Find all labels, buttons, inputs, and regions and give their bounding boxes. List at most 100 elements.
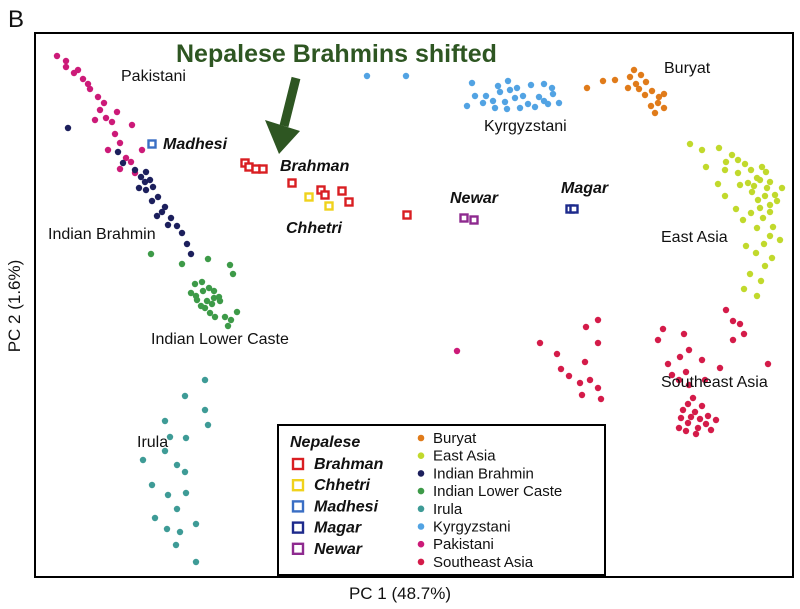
point-east-asia [753,224,761,232]
label-kyrgyzstani: Kyrgyzstani [484,118,567,135]
point-east-asia [776,236,784,244]
point-southeast-asia [729,317,737,325]
point-southeast-asia [694,424,702,432]
point-indian-lower-caste [191,280,199,288]
points-layer [53,52,786,566]
point-nepalese-magar [569,204,579,214]
point-irula [181,468,189,476]
point-indian-brahmin [135,184,143,192]
point-southeast-asia [676,353,684,361]
point-southeast-asia [565,372,573,380]
point-east-asia [773,197,781,205]
point-indian-brahmin [149,183,157,191]
point-irula [176,528,184,536]
label-buryat: Buryat [664,60,711,77]
point-buryat [626,73,634,81]
annotation-arrow [265,76,301,154]
point-nepalese-chhetri [324,201,334,211]
label-nepalese-newar: Newar [450,190,499,207]
point-irula [151,514,159,522]
point-southeast-asia [684,400,692,408]
point-southeast-asia [597,395,605,403]
point-southeast-asia [729,336,737,344]
point-irula [192,558,200,566]
point-southeast-asia [582,323,590,331]
point-southeast-asia [722,306,730,314]
point-east-asia [756,176,764,184]
point-indian-brahmin [161,203,169,211]
point-indian-lower-caste [203,297,211,305]
point-pakistani [96,106,104,114]
point-nepalese-newar [469,215,479,225]
point-indian-brahmin [146,176,154,184]
point-east-asia [757,277,765,285]
point-southeast-asia [687,413,695,421]
point-southeast-asia [654,336,662,344]
group-labels: Pakistani Kyrgyzstani Buryat Indian Brahmin… [48,60,768,451]
legend-label-chhetri: Chhetri [314,477,371,494]
point-east-asia [715,144,723,152]
point-east-asia [759,214,767,222]
point-pakistani [86,85,94,93]
point-east-asia [771,191,779,199]
point-indian-brahmin [141,178,149,186]
point-indian-lower-caste [221,313,229,321]
point-indian-brahmin [183,240,191,248]
point-buryat [648,87,656,95]
legend-marker-magar [291,521,305,534]
point-nepalese-brahman [337,186,347,196]
legend-label-kyrgyzstani: Kyrgyzstani [433,519,511,536]
point-east-asia [766,201,774,209]
point-indian-brahmin [142,186,150,194]
point-buryat [642,78,650,86]
legend-label-madhesi: Madhesi [314,498,379,515]
x-axis-label: PC 1 (48.7%) [349,584,451,603]
point-kyrgyzstani [513,84,521,92]
point-kyrgyzstani [544,100,552,108]
point-buryat [637,71,645,79]
point-pakistani [62,57,70,65]
point-east-asia [750,182,758,190]
point-buryat [632,80,640,88]
point-kyrgyzstani [524,100,532,108]
point-kyrgyzstani [471,92,479,100]
point-irula [182,489,190,497]
point-kyrgyzstani [494,82,502,90]
point-indian-brahmin [153,212,161,220]
point-east-asia [768,254,776,262]
point-indian-lower-caste [216,297,224,305]
point-indian-lower-caste [204,255,212,263]
legend-label-irula: Irula [433,501,463,518]
point-kyrgyzstani [519,92,527,100]
point-irula [201,406,209,414]
legend-nepalese-title: Nepalese [290,434,360,451]
point-southeast-asia [691,408,699,416]
point-east-asia [686,140,694,148]
point-kyrgyzstani [501,98,509,106]
point-southeast-asia [581,358,589,366]
point-buryat [611,76,619,84]
point-southeast-asia [664,360,672,368]
point-east-asia [769,223,777,231]
label-pakistani: Pakistani [121,68,186,85]
legend-marker-kyrgyzstani [417,523,425,530]
point-east-asia [756,204,764,212]
point-nepalese-brahman [320,190,330,200]
point-southeast-asia [764,360,772,368]
plot-frame [34,32,794,578]
point-pakistani [100,99,108,107]
point-indian-brahmin [167,214,175,222]
point-east-asia [761,192,769,200]
point-east-asia [778,184,786,192]
point-indian-lower-caste [211,313,219,321]
point-east-asia [762,168,770,176]
point-indian-lower-caste [208,300,216,308]
point-kyrgyzstani [516,104,524,112]
point-east-asia [746,270,754,278]
point-buryat [641,91,649,99]
legend: Nepalese Brahman Chhetri Madhesi Magar Newar… [277,424,606,576]
label-nepalese-brahman: Brahman [280,158,350,175]
point-east-asia [747,209,755,217]
legend-marker-indian-lower-caste [417,487,425,495]
point-southeast-asia [692,430,700,438]
